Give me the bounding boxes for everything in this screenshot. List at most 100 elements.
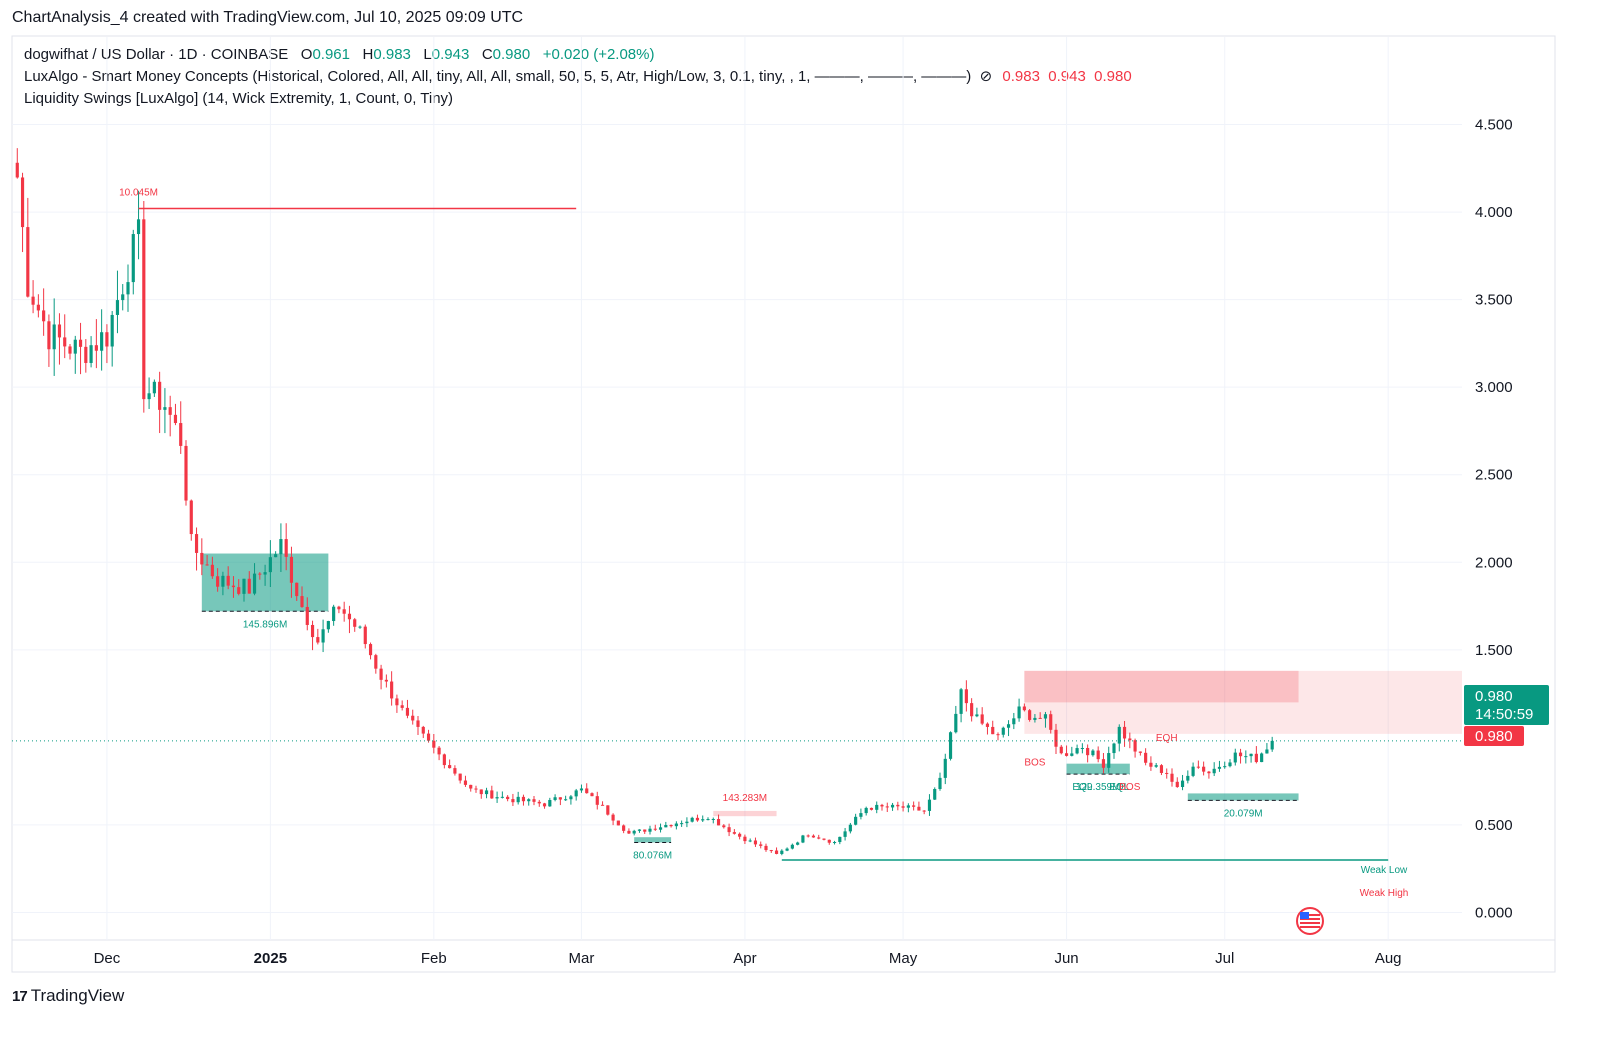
candle bbox=[738, 832, 742, 840]
candle-body bbox=[353, 619, 357, 627]
indicator-liquidity-label[interactable]: Liquidity Swings [LuxAlgo] (14, Wick Ext… bbox=[24, 90, 454, 107]
candle-body bbox=[1207, 771, 1211, 774]
candle bbox=[1006, 720, 1011, 737]
indicator-row-smc[interactable]: LuxAlgo - Smart Money Concepts (Historic… bbox=[24, 66, 1132, 88]
candle bbox=[516, 791, 520, 805]
candle-body bbox=[527, 799, 531, 802]
y-tick-label: 0.500 bbox=[1475, 817, 1513, 834]
candle-body bbox=[284, 539, 288, 557]
candle-body bbox=[1223, 766, 1227, 768]
flag-stripe bbox=[1300, 914, 1320, 916]
candle bbox=[300, 586, 304, 608]
candle bbox=[210, 556, 214, 579]
us-flag-icon[interactable] bbox=[1296, 907, 1324, 935]
candle-body bbox=[210, 564, 214, 577]
candle-body bbox=[310, 624, 315, 638]
candle-body bbox=[706, 819, 710, 821]
candle-body bbox=[1144, 752, 1148, 763]
eye-slash-icon[interactable]: ⊘ bbox=[979, 68, 993, 85]
structure-label: EQL bbox=[1109, 782, 1129, 793]
candle bbox=[801, 834, 805, 844]
candle bbox=[68, 344, 72, 360]
candle-body bbox=[869, 807, 874, 810]
y-tick-label: 0.000 bbox=[1475, 904, 1513, 921]
candle bbox=[84, 339, 88, 373]
candle-body bbox=[690, 817, 694, 822]
candle bbox=[1043, 711, 1048, 728]
candle-body bbox=[801, 835, 805, 843]
candle bbox=[1038, 712, 1042, 719]
candle-body bbox=[959, 689, 963, 714]
candle bbox=[15, 148, 19, 179]
candle bbox=[964, 680, 968, 712]
liquidity-level-label: 10.045M bbox=[119, 188, 158, 199]
candle bbox=[495, 791, 499, 803]
candle-body bbox=[922, 810, 926, 812]
candle-body bbox=[817, 837, 821, 839]
candle bbox=[31, 280, 35, 314]
candle-body bbox=[1191, 766, 1195, 776]
candle-body bbox=[896, 804, 900, 807]
candle-body bbox=[458, 773, 462, 781]
candle bbox=[711, 817, 715, 824]
candle bbox=[200, 538, 204, 576]
candle bbox=[242, 578, 246, 602]
candle bbox=[611, 813, 615, 826]
candle-body bbox=[1117, 726, 1121, 744]
candle bbox=[1138, 751, 1142, 756]
candle-body bbox=[57, 324, 62, 338]
candle bbox=[216, 568, 220, 592]
candle bbox=[158, 371, 162, 434]
candle-body bbox=[179, 423, 183, 446]
candle bbox=[47, 314, 51, 367]
structure-label: EQL bbox=[1072, 782, 1092, 793]
candle-body bbox=[184, 445, 188, 501]
flag-canton bbox=[1300, 912, 1309, 919]
candle-body bbox=[996, 734, 1000, 736]
candle-body bbox=[226, 575, 230, 586]
candle-body bbox=[548, 799, 552, 807]
candle-body bbox=[426, 733, 431, 741]
indicator-price-tag[interactable]: 0.980 bbox=[1464, 726, 1524, 746]
candle-body bbox=[1244, 756, 1248, 758]
candle bbox=[948, 731, 953, 761]
candle bbox=[442, 753, 446, 769]
candle bbox=[78, 322, 83, 375]
close-value: 0.980 bbox=[492, 46, 531, 63]
candle bbox=[1238, 748, 1243, 764]
candle bbox=[748, 838, 752, 843]
order-block-zone bbox=[1066, 763, 1130, 775]
candle-body bbox=[1260, 753, 1264, 763]
candle-body bbox=[1138, 751, 1142, 753]
candle bbox=[548, 797, 552, 807]
indicator-row-liquidity[interactable]: Liquidity Swings [LuxAlgo] (14, Wick Ext… bbox=[24, 88, 1132, 110]
candle-body bbox=[453, 768, 457, 774]
candle-body bbox=[168, 407, 172, 415]
candle bbox=[1122, 720, 1127, 747]
candle-body bbox=[827, 839, 831, 843]
candle bbox=[701, 815, 705, 822]
candle-body bbox=[506, 796, 510, 800]
candle bbox=[579, 784, 584, 793]
candle bbox=[432, 734, 436, 754]
candle-body bbox=[332, 606, 336, 622]
candle bbox=[864, 806, 868, 816]
candle bbox=[205, 555, 209, 566]
candle-body bbox=[875, 804, 879, 810]
candle-body bbox=[764, 845, 768, 851]
candle-body bbox=[1012, 718, 1016, 725]
indicator-smc-label[interactable]: LuxAlgo - Smart Money Concepts (Historic… bbox=[24, 68, 972, 85]
candle bbox=[569, 794, 573, 805]
candle bbox=[595, 791, 599, 810]
candle-body bbox=[532, 799, 536, 802]
symbol-name[interactable]: dogwifhat / US Dollar · 1D · COINBASE bbox=[24, 46, 289, 63]
symbol-row[interactable]: dogwifhat / US Dollar · 1D · COINBASE O0… bbox=[24, 44, 1132, 66]
candle bbox=[690, 816, 694, 823]
candle bbox=[943, 753, 947, 785]
candle-body bbox=[200, 552, 204, 565]
candle bbox=[732, 829, 736, 835]
flag-stripe bbox=[1300, 922, 1320, 924]
candle-body bbox=[258, 573, 262, 575]
